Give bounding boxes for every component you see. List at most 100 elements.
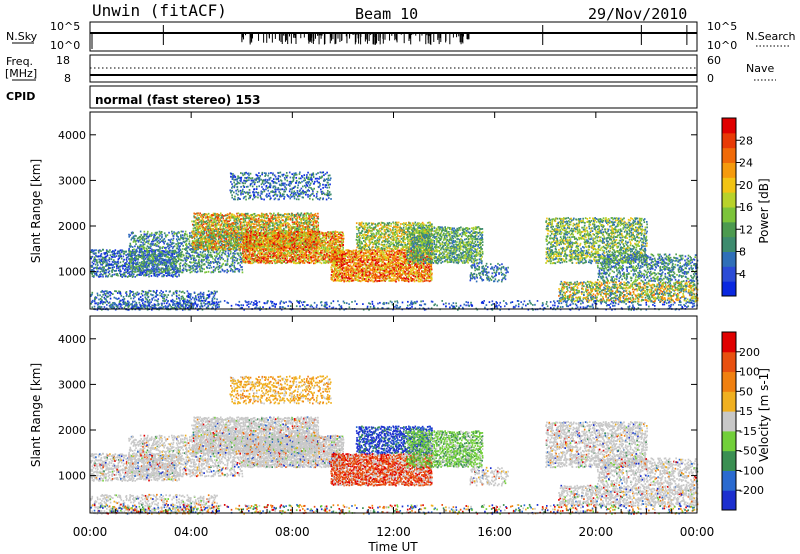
power-cell bbox=[184, 237, 186, 239]
power-cell bbox=[208, 262, 210, 264]
power-cell bbox=[151, 241, 153, 243]
power-cell bbox=[267, 258, 269, 260]
power-cell bbox=[223, 219, 225, 221]
power-cell bbox=[156, 244, 158, 246]
power-cell bbox=[222, 221, 224, 223]
power-cell bbox=[257, 250, 259, 252]
power-cell bbox=[261, 224, 263, 226]
power-cell bbox=[198, 298, 200, 300]
power-cell bbox=[228, 254, 230, 256]
power-cell bbox=[143, 263, 145, 265]
power-cell bbox=[252, 248, 254, 250]
power-cell bbox=[200, 292, 202, 294]
power-cell bbox=[184, 235, 186, 237]
power-cell bbox=[194, 257, 196, 259]
power-cell bbox=[197, 240, 199, 242]
power-cell bbox=[117, 273, 119, 275]
power-cell bbox=[247, 256, 249, 258]
power-cell bbox=[199, 227, 201, 229]
power-cell bbox=[285, 258, 287, 260]
power-cell bbox=[133, 241, 135, 243]
power-cell bbox=[91, 262, 93, 264]
power-cell bbox=[162, 258, 164, 260]
power-cell bbox=[188, 246, 190, 248]
power-cell bbox=[169, 274, 171, 276]
power-cell bbox=[107, 296, 109, 298]
power-cell bbox=[197, 233, 199, 235]
power-cell bbox=[129, 243, 131, 245]
power-cell bbox=[144, 247, 146, 249]
power-cell bbox=[133, 273, 135, 275]
power-cell bbox=[136, 249, 138, 251]
power-cell bbox=[179, 300, 181, 302]
power-cell bbox=[112, 256, 114, 258]
power-cell bbox=[126, 264, 128, 266]
power-cell bbox=[178, 232, 180, 234]
power-cell bbox=[99, 267, 101, 269]
power-cell bbox=[306, 216, 308, 218]
power-cell bbox=[171, 295, 173, 297]
power-cell bbox=[145, 254, 147, 256]
power-cell bbox=[150, 254, 152, 256]
power-cell bbox=[235, 236, 237, 238]
power-cell bbox=[169, 269, 171, 271]
power-cell bbox=[257, 253, 259, 255]
power-cell bbox=[241, 266, 243, 268]
power-cell bbox=[118, 263, 120, 265]
power-cell bbox=[136, 240, 138, 242]
power-cell bbox=[177, 255, 179, 257]
power-cell bbox=[148, 246, 150, 248]
power-cell bbox=[134, 271, 136, 273]
power-cell bbox=[293, 244, 295, 246]
power-cell bbox=[202, 245, 204, 247]
power-cell bbox=[314, 228, 316, 230]
power-cell bbox=[234, 259, 236, 261]
power-cell bbox=[254, 231, 256, 233]
power-cell bbox=[173, 238, 175, 240]
power-cell bbox=[154, 265, 156, 267]
power-cell bbox=[222, 252, 224, 254]
power-cell bbox=[175, 258, 177, 260]
power-cell bbox=[204, 253, 206, 255]
power-cell bbox=[179, 249, 181, 251]
date-title: 29/Nov/2010 bbox=[588, 5, 687, 23]
power-cell bbox=[161, 234, 163, 236]
power-cell bbox=[298, 239, 300, 241]
power-cell bbox=[192, 297, 194, 299]
power-cell bbox=[91, 294, 93, 296]
power-cell bbox=[212, 230, 214, 232]
power-cell bbox=[167, 261, 169, 263]
power-cell bbox=[230, 251, 232, 253]
power-cell bbox=[162, 246, 164, 248]
power-cell bbox=[129, 252, 131, 254]
power-cell bbox=[216, 230, 218, 232]
power-cell bbox=[137, 258, 139, 260]
power-cell bbox=[300, 252, 302, 254]
power-cell bbox=[274, 230, 276, 232]
power-cell bbox=[282, 224, 284, 226]
power-cell bbox=[188, 292, 190, 294]
power-cell bbox=[126, 291, 128, 293]
power-cell bbox=[266, 231, 268, 233]
power-cell bbox=[126, 259, 128, 261]
power-cell bbox=[230, 217, 232, 219]
power-cell bbox=[154, 251, 156, 253]
power-cell bbox=[312, 224, 314, 226]
power-cell bbox=[181, 242, 183, 244]
power-cell bbox=[142, 261, 144, 263]
power-cell bbox=[193, 228, 195, 230]
power-cell bbox=[288, 250, 290, 252]
power-cell bbox=[203, 250, 205, 252]
power-cell bbox=[116, 255, 118, 257]
power-cell bbox=[222, 263, 224, 265]
power-cell bbox=[195, 262, 197, 264]
power-cell bbox=[270, 213, 272, 215]
power-cell bbox=[135, 258, 137, 260]
power-cell bbox=[191, 257, 193, 259]
power-cell bbox=[247, 215, 249, 217]
power-cell bbox=[146, 268, 148, 270]
power-cell bbox=[169, 290, 171, 292]
power-cell bbox=[214, 295, 216, 297]
power-cell bbox=[142, 295, 144, 297]
power-cell bbox=[317, 224, 319, 226]
